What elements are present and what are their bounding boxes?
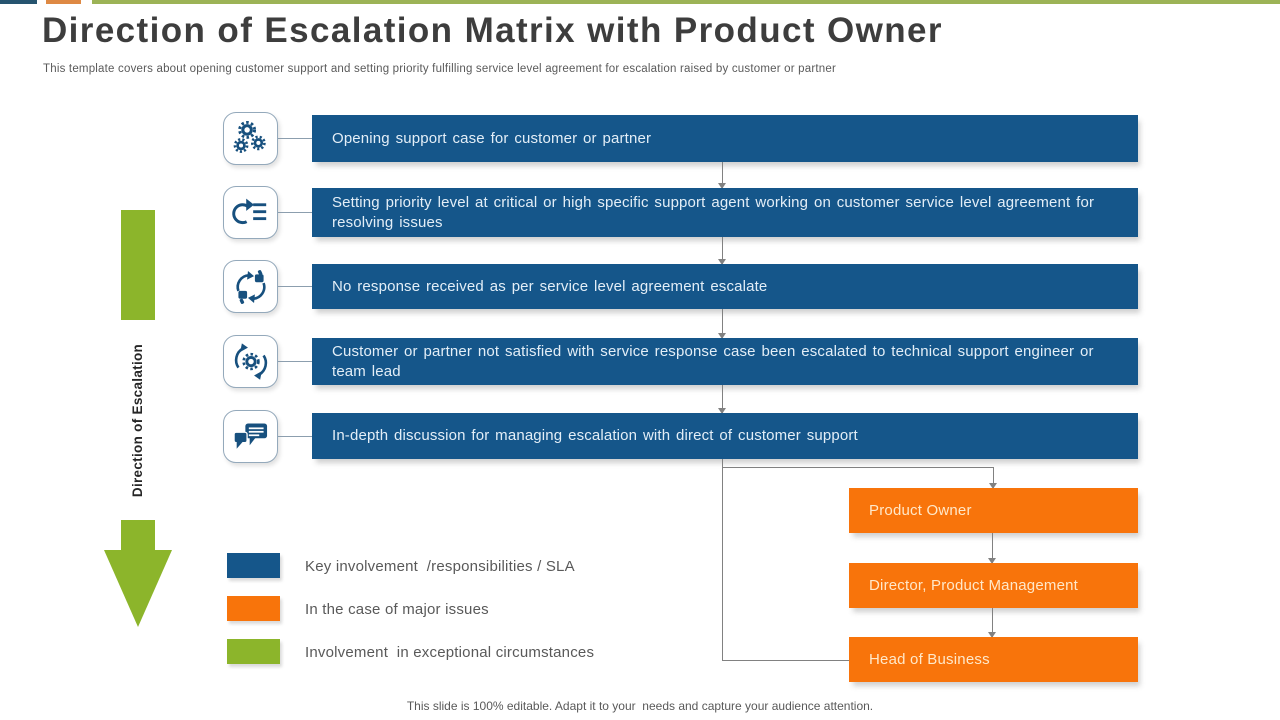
step-4-connector-line <box>278 361 312 362</box>
top-strip-orange <box>46 0 81 4</box>
arrow-step4-step5 <box>718 385 726 414</box>
step-4-bar: Customer or partner not satisfied with s… <box>312 338 1138 385</box>
legend-swatch-blue <box>227 553 280 578</box>
step-1-bar: Opening support case for customer or par… <box>312 115 1138 162</box>
branch-horizontal-line-bottom <box>722 660 849 661</box>
step-3-bar: No response received as per service leve… <box>312 264 1138 309</box>
step-1-connector-line <box>278 138 312 139</box>
arrow-owner-director <box>988 533 996 564</box>
step-3-icon-box <box>223 260 278 313</box>
step-5-bar: In-depth discussion for managing escalat… <box>312 413 1138 459</box>
legend-swatch-orange <box>227 596 280 621</box>
step-5-icon-box <box>223 410 278 463</box>
direction-arrow-shaft-top <box>121 210 155 320</box>
legend-label-orange: In the case of major issues <box>305 601 489 618</box>
step-5-connector-line <box>278 436 312 437</box>
step-3-connector-line <box>278 286 312 287</box>
branch-vertical-line <box>722 459 723 660</box>
direction-arrow-label: Direction of Escalation <box>130 343 146 497</box>
feedback-hands-icon <box>236 269 265 304</box>
top-strip-navy <box>0 0 37 4</box>
arrow-director-head <box>988 608 996 638</box>
legend-label-blue: Key involvement /responsibilities / SLA <box>305 558 575 575</box>
step-2-icon-box <box>223 186 278 239</box>
direction-arrowhead-down <box>104 550 172 627</box>
arrow-step2-step3 <box>718 237 726 265</box>
arrow-into-product-owner <box>989 467 997 489</box>
gears-icon <box>233 120 266 153</box>
step-2-connector-line <box>278 212 312 213</box>
footer-note: This slide is 100% editable. Adapt it to… <box>406 699 874 713</box>
role-director-product-management: Director, Product Management <box>849 563 1138 608</box>
refresh-list-icon <box>231 198 266 224</box>
chat-bubbles-icon <box>232 423 267 449</box>
arrow-step1-step2 <box>718 162 726 189</box>
role-product-owner: Product Owner <box>849 488 1138 533</box>
arrow-step3-step4 <box>718 309 726 339</box>
step-2-bar: Setting priority level at critical or hi… <box>312 188 1138 237</box>
gear-sync-icon <box>234 342 267 380</box>
role-head-of-business: Head of Business <box>849 637 1138 682</box>
direction-arrow-shaft-bottom <box>121 520 155 551</box>
top-strip-green <box>92 0 1280 4</box>
legend-swatch-green <box>227 639 280 664</box>
page-title: Direction of Escalation Matrix with Prod… <box>42 11 943 50</box>
branch-horizontal-line-top <box>722 467 993 468</box>
step-4-icon-box <box>223 335 278 388</box>
legend-label-green: Involvement in exceptional circumstances <box>305 644 595 661</box>
step-1-icon-box <box>223 112 278 165</box>
page-subtitle: This template covers about opening custo… <box>43 63 836 75</box>
